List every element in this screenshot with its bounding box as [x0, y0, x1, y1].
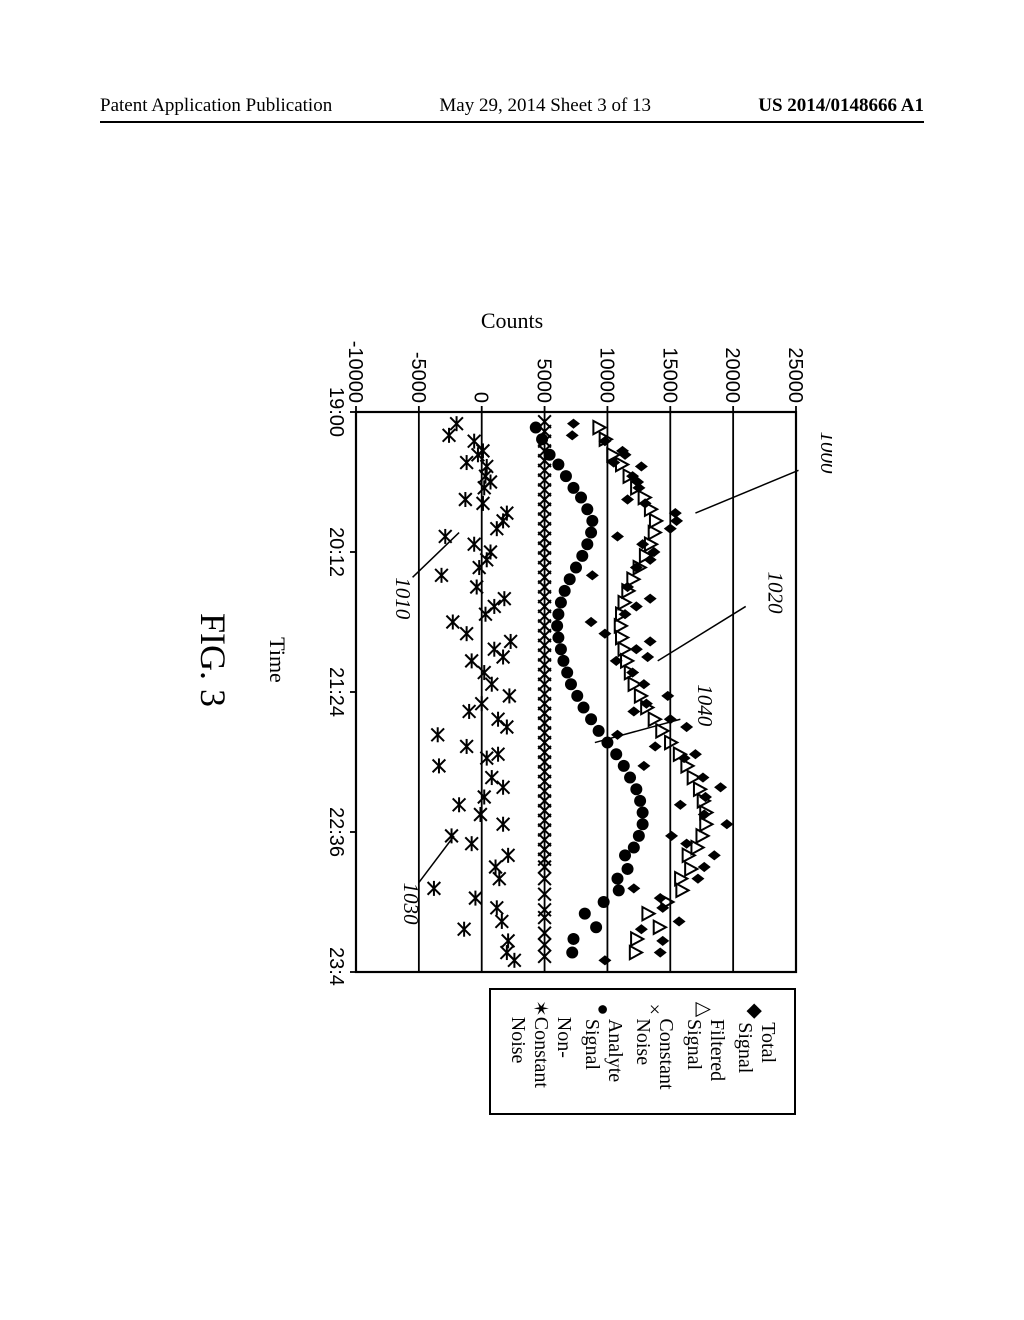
- svg-text:-10000: -10000: [344, 341, 366, 403]
- svg-text:23:48: 23:48: [325, 947, 347, 986]
- header-pub: Patent Application Publication: [100, 95, 332, 117]
- legend-label: Analyte Signal: [580, 1019, 626, 1099]
- legend-symbol: ✶: [528, 1000, 553, 1017]
- legend-symbol: △: [693, 1000, 718, 1019]
- figure-caption: FIG. 3: [192, 334, 234, 986]
- svg-text:5000: 5000: [533, 359, 555, 404]
- svg-text:0: 0: [470, 392, 492, 403]
- svg-text:1000: 1000: [816, 431, 832, 474]
- svg-text:20:12: 20:12: [325, 527, 347, 577]
- svg-text:10000: 10000: [595, 347, 617, 403]
- svg-text:20000: 20000: [721, 347, 743, 403]
- legend-item: ●Analyte Signal: [580, 1000, 626, 1099]
- svg-text:19:00: 19:00: [325, 387, 347, 437]
- scatter-plot: -10000 -5000 0 5000 10000 15000 20000 25000 19:0…: [320, 334, 832, 986]
- page-header: Patent Application Publication May 29, 2…: [100, 85, 924, 123]
- svg-text:1010: 1010: [391, 577, 415, 620]
- legend-item: ×Constant Noise: [631, 1000, 677, 1099]
- svg-text:1030: 1030: [399, 883, 423, 926]
- header-pubnum: US 2014/0148666 A1: [758, 95, 924, 117]
- header-date-sheet: May 29, 2014 Sheet 3 of 13: [439, 95, 651, 117]
- legend-label: Constant Noise: [631, 1018, 677, 1099]
- legend-symbol: ●: [592, 1000, 615, 1019]
- svg-text:25000: 25000: [784, 347, 806, 403]
- svg-text:21:24: 21:24: [325, 667, 347, 717]
- legend-symbol: ×: [643, 1000, 666, 1018]
- x-axis-label: Time: [264, 334, 290, 986]
- svg-text:1040: 1040: [693, 684, 717, 727]
- svg-text:1020: 1020: [763, 571, 787, 614]
- chart-legend: ◆Total Signal△Filtered Signal×Constant N…: [489, 988, 796, 1115]
- svg-text:22:36: 22:36: [325, 807, 347, 857]
- svg-text:-5000: -5000: [407, 352, 429, 403]
- legend-label: Filtered Signal: [682, 1019, 728, 1099]
- y-axis-label: Counts: [481, 308, 543, 334]
- legend-item: ◆Total Signal: [733, 1000, 779, 1099]
- legend-symbol: ◆: [744, 1000, 769, 1022]
- figure-container-rotated: Counts -10000-50000500010000150002000025…: [192, 334, 832, 986]
- legend-item: ✶Non-Constant Noise: [506, 1000, 575, 1099]
- legend-label: Non-Constant Noise: [506, 1017, 575, 1099]
- legend-label: Total Signal: [733, 1022, 779, 1099]
- svg-text:15000: 15000: [658, 347, 680, 403]
- legend-item: △Filtered Signal: [682, 1000, 728, 1099]
- page: Patent Application Publication May 29, 2…: [0, 0, 1024, 1320]
